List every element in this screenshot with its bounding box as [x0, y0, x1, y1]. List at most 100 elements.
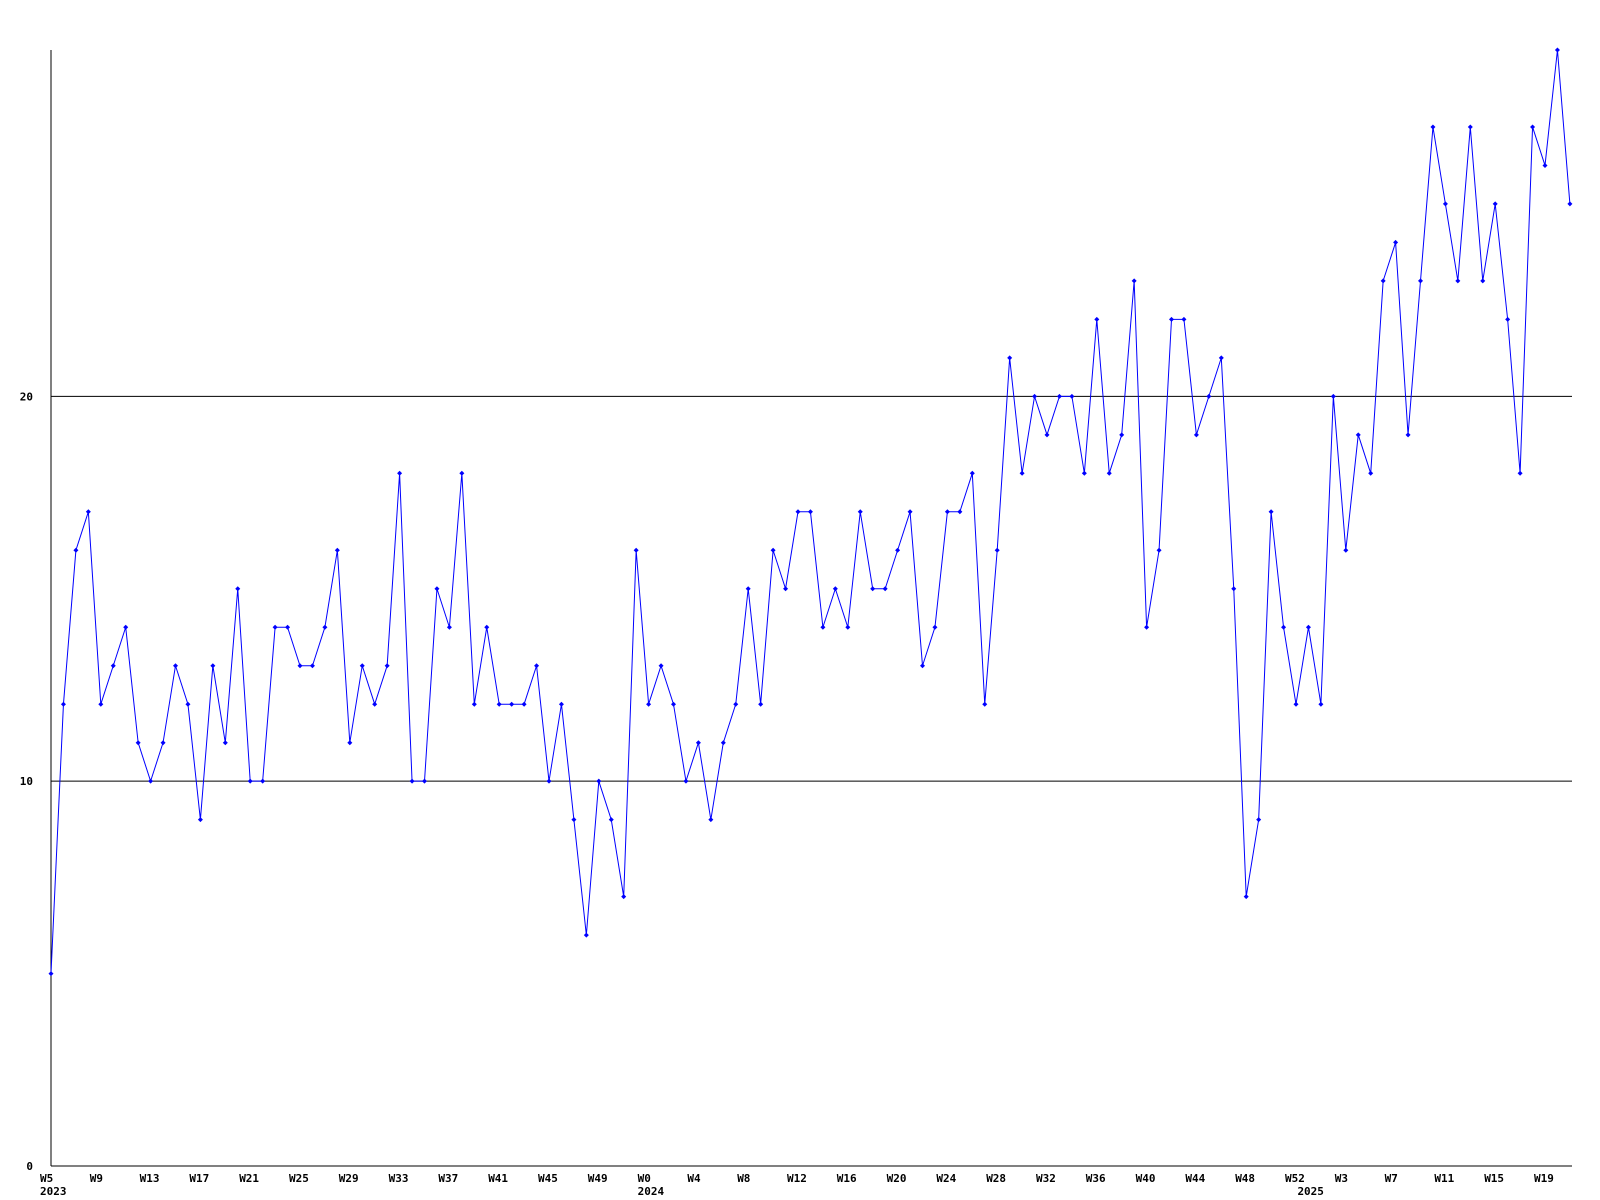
point	[1131, 278, 1137, 284]
x-tick-label: W41	[488, 1172, 508, 1185]
point	[683, 778, 689, 784]
point	[446, 624, 452, 630]
year-label: 2024	[638, 1185, 665, 1198]
point	[1169, 316, 1174, 322]
x-tick-label: W11	[1434, 1172, 1454, 1185]
point	[496, 701, 502, 707]
x-tick-label: W48	[1235, 1172, 1255, 1185]
point	[932, 624, 938, 630]
x-tick-label: W19	[1534, 1172, 1554, 1185]
point	[1430, 124, 1436, 130]
point	[633, 547, 639, 553]
point	[459, 470, 465, 476]
point	[1530, 124, 1536, 130]
point	[1480, 278, 1486, 284]
point	[1368, 470, 1374, 476]
point	[372, 701, 378, 707]
point	[895, 547, 901, 553]
point	[309, 663, 315, 669]
point	[1355, 432, 1361, 438]
x-tick-label: W0	[638, 1172, 651, 1185]
point	[845, 624, 851, 630]
point	[783, 586, 789, 592]
point	[409, 778, 415, 784]
point	[1405, 432, 1411, 438]
point	[210, 663, 216, 669]
point	[1019, 470, 1025, 476]
point	[148, 778, 154, 784]
point	[384, 663, 390, 669]
point	[807, 509, 813, 515]
point	[48, 971, 54, 977]
point	[1554, 47, 1560, 53]
point	[957, 509, 963, 515]
point	[434, 586, 440, 592]
point	[98, 701, 104, 707]
x-tick-label: W24	[936, 1172, 956, 1185]
point	[1206, 393, 1212, 399]
point	[1144, 624, 1150, 630]
x-tick-label: W36	[1086, 1172, 1106, 1185]
point	[733, 701, 739, 707]
point	[795, 509, 801, 515]
x-tick-label: W37	[438, 1172, 458, 1185]
x-tick-label: W8	[737, 1172, 750, 1185]
x-tick-label: W40	[1136, 1172, 1156, 1185]
point	[1256, 817, 1262, 823]
point	[123, 624, 129, 630]
point	[1032, 393, 1038, 399]
point	[60, 701, 66, 707]
point	[173, 663, 178, 669]
year-label: 2025	[1297, 1185, 1324, 1198]
point	[1318, 701, 1324, 707]
x-tick-label: W32	[1036, 1172, 1056, 1185]
point	[1044, 432, 1050, 438]
point	[272, 624, 278, 630]
point	[1418, 278, 1423, 284]
point	[695, 740, 701, 746]
point	[1281, 624, 1287, 630]
point	[1442, 201, 1448, 207]
point	[857, 509, 863, 515]
point	[222, 740, 228, 746]
point	[1467, 124, 1473, 130]
y-tick-label: 20	[20, 390, 33, 403]
point	[160, 740, 166, 746]
point	[1393, 239, 1399, 245]
point	[870, 586, 876, 592]
x-tick-label: W17	[189, 1172, 209, 1185]
point	[247, 778, 253, 784]
point	[770, 547, 776, 553]
point	[1330, 393, 1336, 399]
point	[944, 509, 950, 515]
point	[73, 547, 79, 553]
point	[1455, 278, 1461, 284]
point	[920, 663, 925, 669]
point	[334, 547, 340, 553]
x-tick-label: W3	[1335, 1172, 1348, 1185]
point	[1567, 201, 1573, 207]
point	[1069, 393, 1075, 399]
x-tick-label: W9	[90, 1172, 103, 1185]
x-tick-label: W16	[837, 1172, 857, 1185]
point	[994, 547, 1000, 553]
point	[1156, 547, 1162, 553]
point	[85, 509, 91, 515]
point	[509, 701, 515, 707]
point	[1268, 509, 1274, 515]
point	[907, 509, 913, 515]
point	[546, 778, 552, 784]
x-tick-label: W7	[1385, 1172, 1398, 1185]
point	[621, 894, 627, 900]
point	[322, 624, 328, 630]
point	[1542, 162, 1548, 168]
x-tick-label: W28	[986, 1172, 1006, 1185]
point	[832, 586, 838, 592]
point	[1119, 432, 1125, 438]
point	[745, 586, 751, 592]
point	[1492, 201, 1498, 207]
point	[671, 701, 676, 707]
point	[1343, 547, 1349, 553]
